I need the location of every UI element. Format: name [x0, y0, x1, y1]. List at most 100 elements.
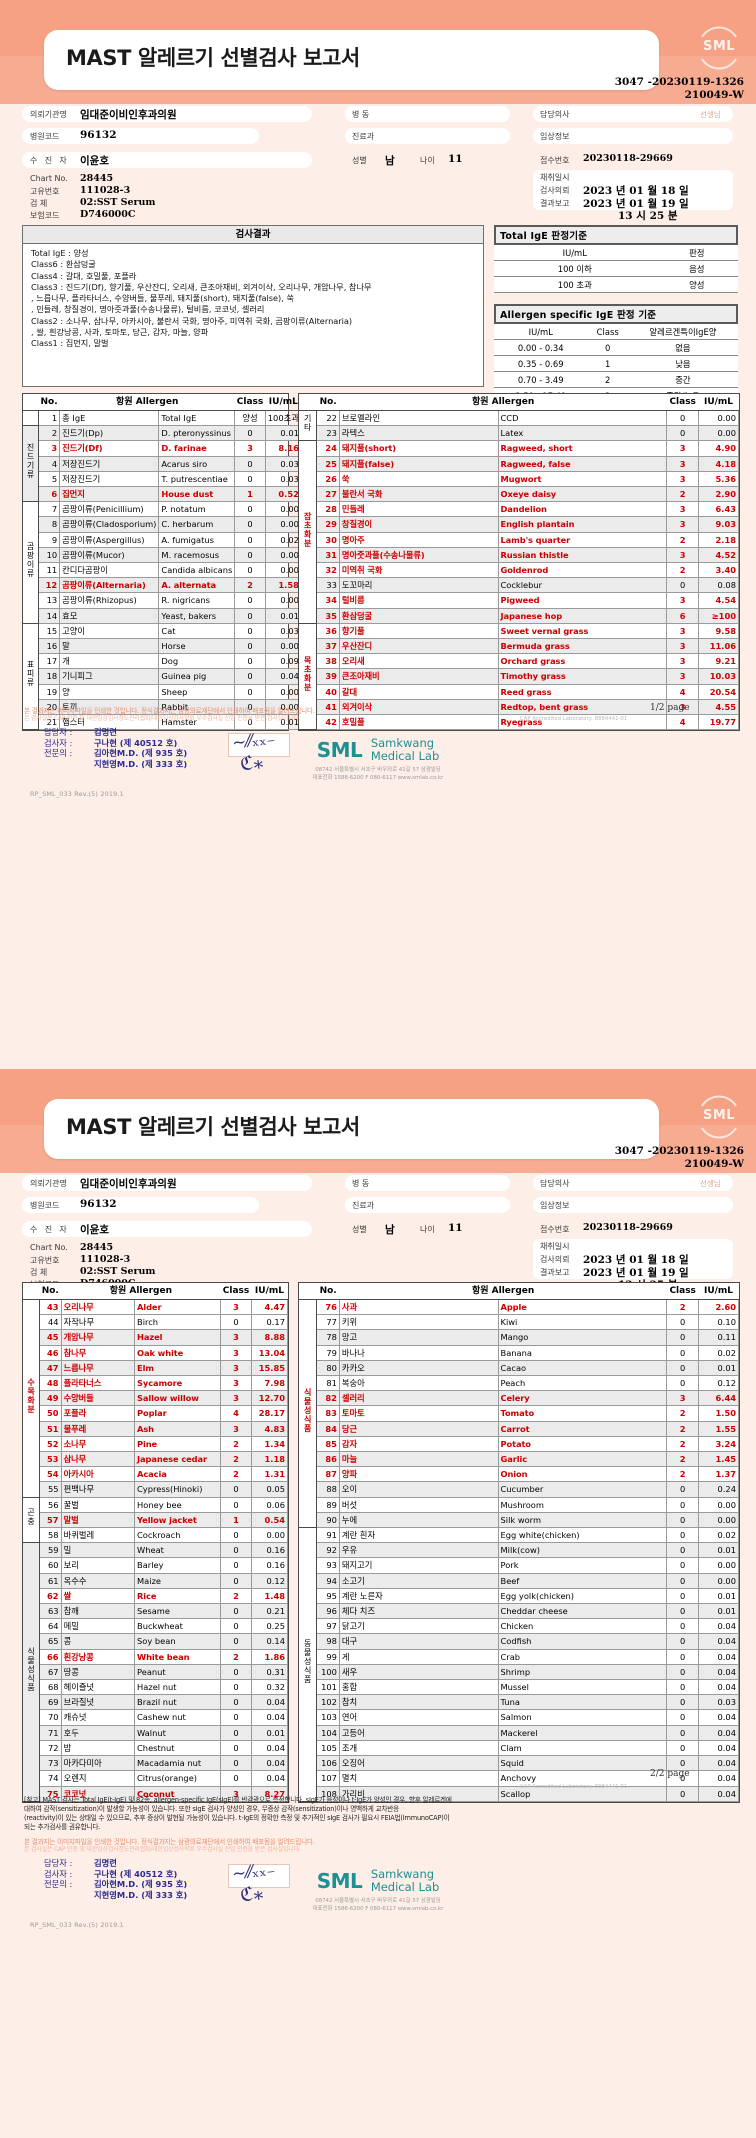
table-row: 83 토마토 Tomato 2 1.50	[299, 1405, 739, 1422]
col-verdict: 판정	[655, 245, 738, 261]
allergen-name-en: Reed grass	[497, 683, 668, 700]
row-no: 48	[39, 1375, 62, 1392]
table-row: 34 털비름 Pigweed 3 4.54	[299, 592, 739, 609]
allergen-name-en: Buckwheat	[134, 1618, 222, 1635]
signature-block: 담당자 : 김명련 검사자 : 구나현 (제 40512 호) 전문의 : 김아현M.…	[44, 727, 187, 769]
uid-value: 111028-3	[80, 185, 131, 196]
group-col-header	[23, 394, 39, 411]
allergen-name-en: Soy bean	[134, 1633, 222, 1650]
allergen-name-kr: 브로멜라인	[338, 409, 499, 427]
table-row: 64 메밀 Buckwheat 0 0.25	[23, 1618, 289, 1635]
clinical-pill	[533, 1197, 733, 1213]
row-no: 12	[37, 577, 61, 594]
allergen-name-kr: 기니피그	[59, 668, 160, 685]
row-no: 94	[316, 1572, 340, 1589]
row-no: 6	[37, 486, 61, 503]
allergen-name-en: Shrimp	[497, 1663, 668, 1681]
patient-name-pill	[22, 152, 312, 168]
barcode-line-2: 210049-W	[684, 89, 744, 101]
allergen-class: 3	[220, 1329, 252, 1346]
print-notice-line-1: 본 결과지는 이미지파일을 인쇄한 것입니다. 정식결과지는 삼광의료재단에서 …	[24, 1838, 315, 1846]
allergen-name-kr: 수양버들	[60, 1390, 136, 1407]
col-no: No.	[316, 1283, 340, 1300]
allergen-name-kr: 향기풀	[338, 622, 499, 640]
allergen-name-en: CCD	[497, 409, 668, 427]
allergen-name-kr: 가리비	[338, 1785, 499, 1802]
org-pill	[22, 1175, 312, 1191]
allergen-name-kr: 삼나무	[60, 1451, 136, 1468]
allergen-class: 3	[666, 638, 700, 655]
dept-label: 진료과	[352, 132, 375, 141]
allergen-name-en: Celery	[497, 1390, 668, 1407]
table-row: IU/mL Class 알레르겐특이IgE양	[494, 324, 738, 340]
cell: 100 초과	[494, 276, 656, 293]
allergen-name-en: Maize	[134, 1572, 222, 1589]
allergen-iu: 0.09	[264, 653, 302, 670]
summary-line: Class2 : 소나무, 삼나무, 아카시아, 불란서 국화, 명아주, 미역…	[31, 315, 353, 326]
sml-logo-text: SML	[702, 39, 736, 54]
allergen-name-kr: 곰팡이류(Cladosporium)	[59, 516, 160, 533]
allergen-name-kr: 말	[59, 638, 160, 655]
allergen-iu: 0.04	[698, 1663, 739, 1681]
allergen-group-label: 기타	[299, 409, 318, 442]
allergen-name-kr: 우산잔디	[338, 638, 499, 655]
allergen-name-en: Pork	[497, 1557, 668, 1574]
allergen-class: 양성	[234, 409, 266, 427]
allergen-class: 0	[220, 1314, 252, 1331]
dept-pill	[345, 1197, 510, 1213]
allergen-name-en: Lamb's quarter	[497, 531, 668, 548]
manager-value: 김명련	[94, 1858, 117, 1868]
allergen-class: 0	[234, 622, 266, 640]
allergen-class: 3	[666, 592, 700, 609]
row-no: 63	[39, 1603, 62, 1620]
allergen-iu: 3.40	[698, 562, 739, 579]
table-row: 88 오이 Cucumber 0 0.24	[299, 1481, 739, 1498]
allergen-class: 3	[234, 440, 266, 457]
col-allergen: 항원 Allergen	[339, 394, 667, 411]
allergen-class: 2	[220, 1466, 252, 1483]
allergen-iu: 1.45	[698, 1451, 739, 1468]
allergen-iu: 0.01	[250, 1724, 289, 1741]
row-no: 76	[316, 1298, 340, 1316]
allergen-group-label	[23, 409, 39, 427]
table-row: 101 홍합 Mussel 0 0.04	[299, 1679, 739, 1696]
allergen-name-en: Birch	[134, 1314, 222, 1331]
table-row: 96 체다 치즈 Cheddar cheese 0 0.01	[299, 1603, 739, 1620]
ward-label: 병 동	[352, 1179, 370, 1188]
report-time: 13 시 25 분	[618, 210, 678, 222]
manager-label: 담당자 :	[44, 1858, 73, 1868]
cell: 2	[587, 371, 628, 388]
row-no: 84	[316, 1420, 340, 1437]
allergen-name-kr: 개	[59, 653, 160, 670]
allergen-name-en: Hazel	[134, 1329, 222, 1346]
allergen-name-kr: 라텍스	[338, 425, 499, 442]
table-row: 17 개 Dog 0 0.09	[23, 653, 302, 670]
signature-stamp	[228, 1864, 290, 1888]
allergen-name-kr: 대구	[338, 1633, 499, 1650]
allergen-iu: 0.31	[250, 1663, 289, 1681]
table-row: 54 아카시아 Acacia 2 1.31	[23, 1466, 289, 1483]
clinical-pill	[533, 128, 733, 144]
age-label: 나이	[420, 156, 435, 165]
table-row: 0.70 - 3.49 2 중간	[494, 371, 738, 388]
allergen-name-kr: 느릅나무	[60, 1359, 136, 1377]
allergen-name-en: Rice	[134, 1587, 222, 1605]
doctor-value: 선생님	[700, 1179, 721, 1188]
allergen-name-kr: 돼지풀(short)	[338, 440, 499, 457]
report-page-1: MAST 알레르기 선별검사 보고서 SML 3047 -20230119-13…	[0, 0, 756, 798]
allergen-name-kr: 고양이	[59, 622, 160, 640]
allergen-iu: 3.24	[698, 1435, 739, 1453]
barcode-line-1: 3047 -20230119-1326	[614, 1145, 744, 1157]
allergen-class: 2	[234, 577, 266, 594]
table-row: 90 누에 Silk worm 0 0.00	[299, 1511, 739, 1529]
cell: 0.70 - 3.49	[494, 371, 588, 388]
row-no: 99	[316, 1648, 340, 1665]
allergen-iu: 0.21	[250, 1603, 289, 1620]
allergen-name-en: Acacia	[134, 1466, 222, 1483]
specialist-value-1: 김아현M.D. (제 935 호)	[94, 748, 188, 758]
request-value: 2023 년 01 월 18 일	[583, 185, 689, 197]
barcode-line-1: 3047 -20230119-1326	[614, 76, 744, 88]
table-row: 89 버섯 Mushroom 0 0.00	[299, 1496, 739, 1513]
row-no: 71	[39, 1724, 62, 1741]
allergen-name-en: Mango	[497, 1329, 668, 1346]
